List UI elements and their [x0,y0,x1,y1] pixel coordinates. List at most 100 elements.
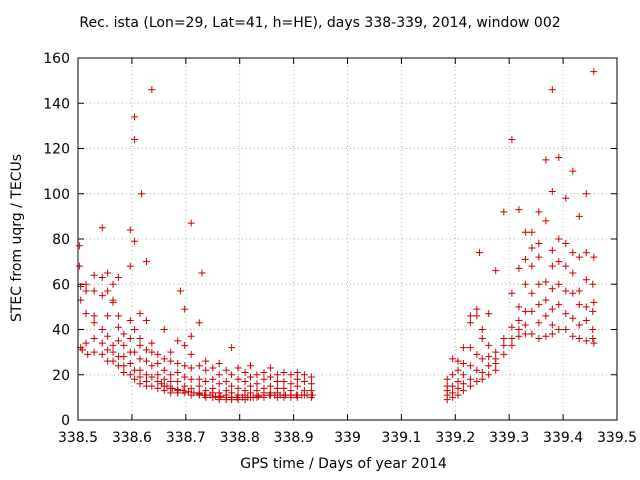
data-point-marker [548,285,556,293]
data-point-marker [515,264,523,272]
data-point-marker [215,396,223,404]
data-point-marker [114,312,122,320]
data-point-marker [126,226,134,234]
data-point-marker [562,262,570,270]
data-point-marker [154,359,162,367]
data-point-marker [280,384,288,392]
data-point-marker [148,348,156,356]
data-point-marker [160,355,168,363]
data-point-marker [521,255,529,263]
data-point-marker [478,335,486,343]
data-point-marker [582,316,590,324]
data-point-marker [575,321,583,329]
data-point-marker [154,378,162,386]
x-tick-label: 339.1 [381,430,421,446]
data-point-marker [287,371,295,379]
data-point-marker [174,368,182,376]
data-point-marker [104,346,112,354]
data-point-marker [90,287,98,295]
data-point-marker [136,335,144,343]
data-point-marker [535,335,543,343]
data-point-marker [90,335,98,343]
data-point-marker [104,287,112,295]
data-point-marker [209,364,217,372]
data-point-marker [168,384,176,392]
data-point-marker [90,319,98,327]
data-point-marker [500,208,508,216]
data-point-marker [293,368,301,376]
data-point-marker [148,86,156,94]
data-point-marker [449,382,457,390]
data-point-marker [131,348,139,356]
data-point-marker [98,273,106,281]
data-point-marker [569,249,577,257]
data-point-marker [485,341,493,349]
data-point-marker [98,326,106,333]
data-point-marker [548,187,556,195]
data-point-marker [454,384,462,392]
data-point-marker [473,366,481,374]
data-point-marker [500,341,508,349]
data-point-marker [466,312,474,320]
y-tick-label: 80 [52,232,70,248]
data-point-marker [253,380,261,388]
data-point-marker [266,382,274,390]
data-point-marker [535,301,543,309]
data-point-marker [528,262,536,270]
data-point-marker [548,305,556,313]
data-point-marker [466,344,474,352]
data-point-marker [167,389,175,397]
data-point-marker [98,292,106,300]
y-tick-label: 140 [43,96,70,112]
data-point-marker [260,368,268,376]
data-point-marker [300,378,308,386]
data-point-marker [555,235,563,243]
data-point-marker [521,321,529,329]
data-point-marker [508,341,516,349]
data-point-marker [542,156,550,164]
data-point-marker [582,337,590,345]
data-point-marker [569,269,577,277]
data-point-marker [449,393,457,401]
data-point-marker [98,350,106,358]
data-point-marker [98,339,106,347]
data-point-marker [485,362,493,370]
data-point-marker [492,348,500,356]
data-point-marker [521,280,529,288]
data-point-marker [478,368,486,376]
data-point-marker [569,314,577,322]
data-point-marker [142,346,150,354]
data-point-marker [90,348,98,356]
x-tick-label: 338.6 [112,430,152,446]
data-point-marker [515,332,523,340]
data-point-marker [154,384,162,392]
axis-ticks: 338.5 338.6 338.7 338.8 338.9 339 339.1 339.2 33… [43,51,637,446]
data-point-marker [459,387,467,395]
data-point-marker [542,312,550,320]
data-point-marker [466,319,474,327]
data-point-marker [160,366,168,374]
data-point-marker [589,307,597,315]
data-point-marker [195,382,203,390]
data-point-marker [575,212,583,220]
data-point-marker [528,228,536,236]
x-tick-label: 338.7 [166,430,206,446]
data-point-marker [466,382,474,390]
data-point-marker [500,350,508,358]
data-point-marker [131,113,139,121]
data-point-marker [542,278,550,286]
data-point-marker [98,224,106,232]
data-point-marker [174,385,182,393]
data-point-marker [307,387,315,395]
data-point-marker [84,350,92,358]
data-point-marker [449,371,457,379]
data-point-marker [195,319,203,327]
data-point-marker [473,378,481,386]
data-point-marker [478,355,486,363]
data-point-marker [508,135,516,143]
data-point-marker [280,378,288,386]
data-point-marker [181,373,189,381]
data-point-marker [181,362,189,370]
data-point-marker [176,287,184,295]
data-point-marker [181,382,189,390]
